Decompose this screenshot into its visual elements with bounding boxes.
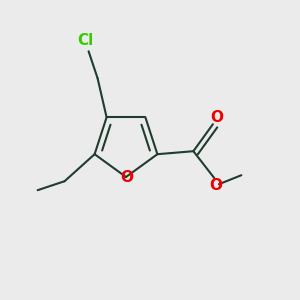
Text: Cl: Cl: [77, 33, 94, 48]
Text: O: O: [210, 110, 223, 125]
Text: O: O: [209, 178, 222, 193]
Text: O: O: [120, 170, 134, 185]
